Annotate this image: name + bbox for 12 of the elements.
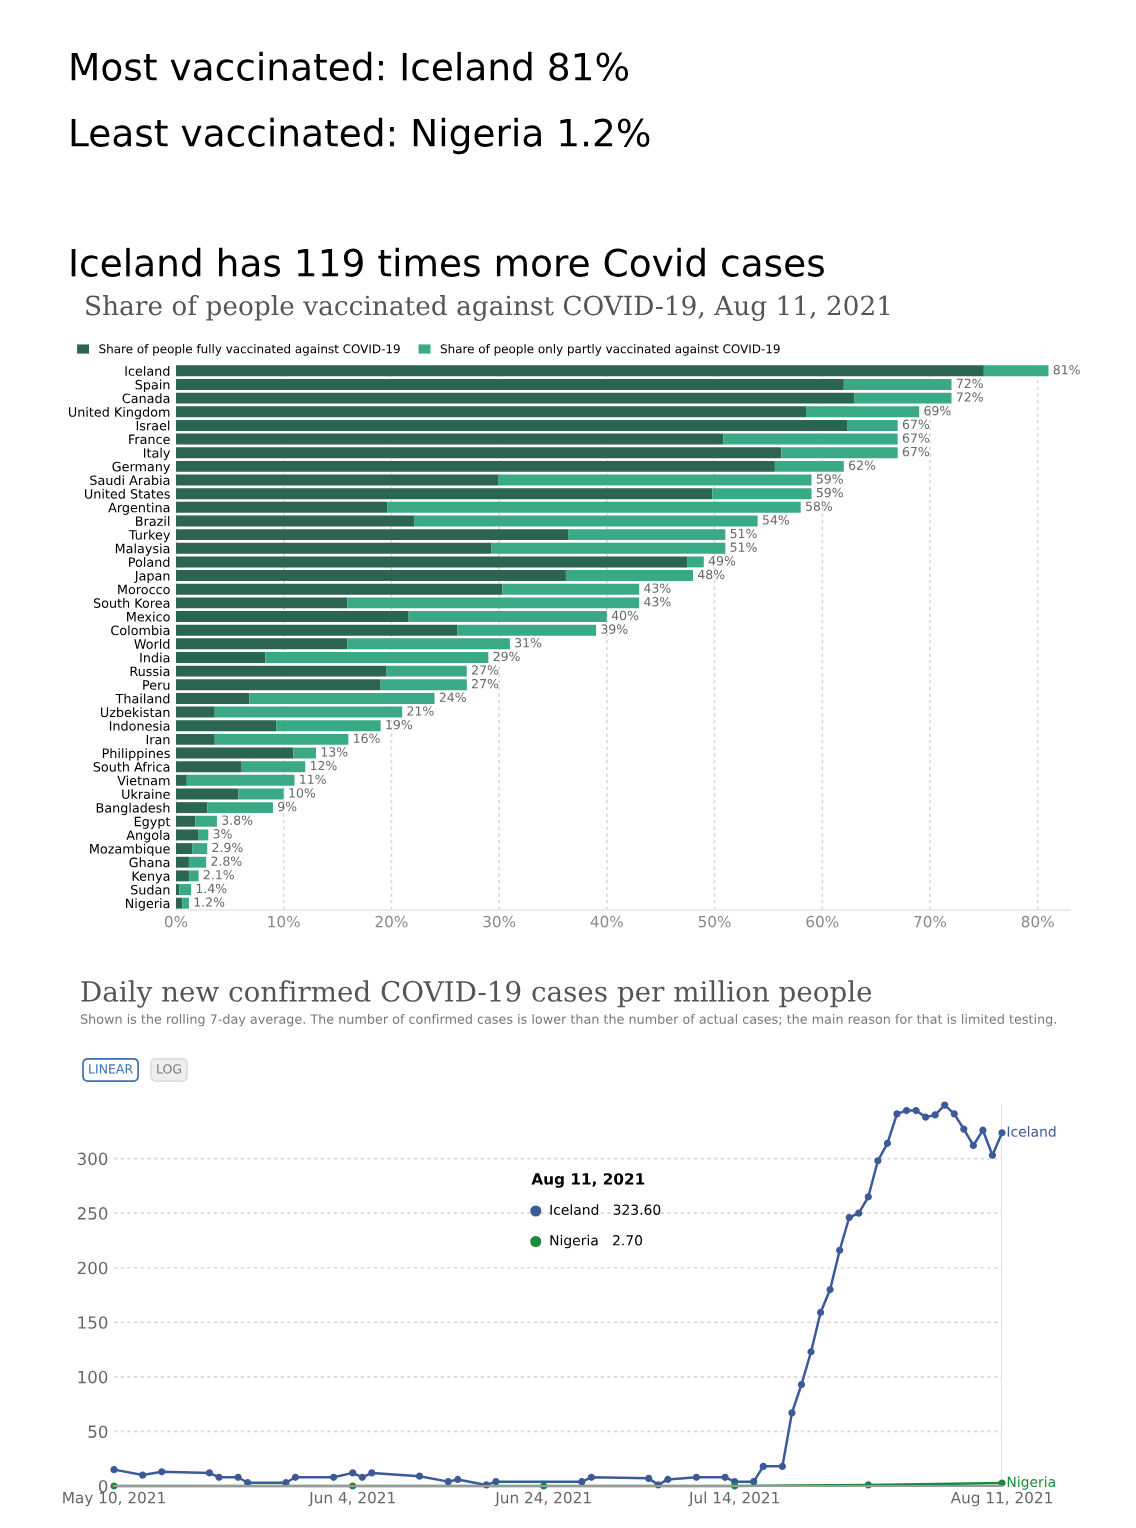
text: Most vaccinated: Iceland 81% [71, 51, 629, 81]
y-tick-label: 150 [78, 1316, 108, 1329]
y-tick-label: 200 [77, 1261, 108, 1275]
chart-title: Daily new confirmed COVID-19 cases per million people [81, 980, 872, 1008]
y-tick-label: 100 [78, 1370, 108, 1384]
chart-title: Share of people vaccinated against COVID-19, Aug 11, 2021 [86, 295, 890, 321]
y-tick-label: 0 [98, 1479, 108, 1493]
text: Iceland has 119 times more Covid cases [71, 247, 824, 277]
y-tick-label: 250 [77, 1207, 108, 1220]
y-tick-label: 50 [88, 1425, 108, 1438]
text: Least vaccinated: Nigeria 1.2% [71, 117, 650, 155]
y-tick-label: 300 [77, 1152, 108, 1166]
